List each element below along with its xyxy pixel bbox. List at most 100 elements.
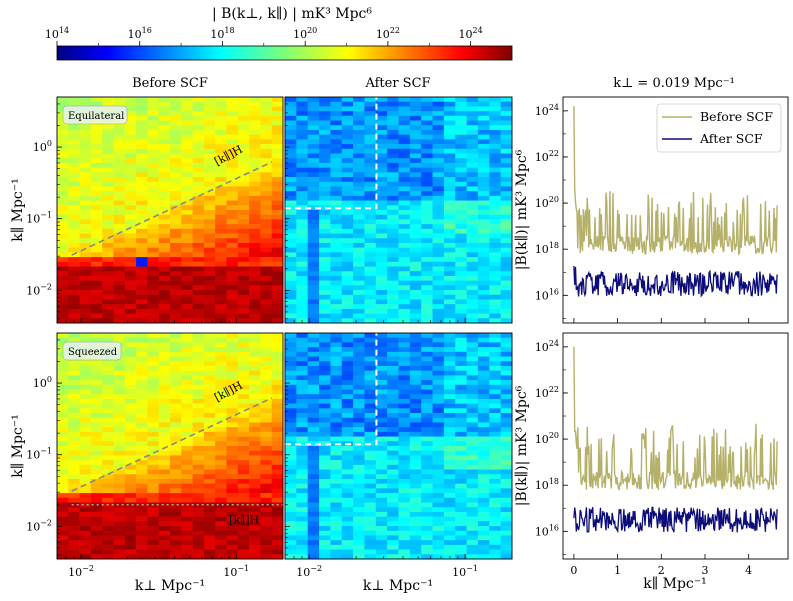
heatmap-cell <box>226 280 239 286</box>
heatmap-cell <box>181 304 193 310</box>
heatmap-cell <box>226 125 239 131</box>
heatmap-cell <box>330 544 343 550</box>
heatmap-cell <box>296 337 308 343</box>
heatmap-cell <box>136 139 148 145</box>
heatmap-cell <box>226 115 239 121</box>
heatmap-cell <box>364 497 377 503</box>
heatmap-cell <box>466 380 479 386</box>
heatmap-cell <box>260 271 272 277</box>
heatmap-cell <box>477 101 490 107</box>
heatmap-cell <box>443 111 456 117</box>
heatmap-cell <box>90 125 103 131</box>
heatmap-cell <box>387 394 399 400</box>
heatmap-cell <box>215 125 227 131</box>
heatmap-cell <box>271 347 284 353</box>
heatmap-cell <box>271 446 284 452</box>
heatmap-cell <box>68 313 80 319</box>
heatmap-cell <box>387 153 399 159</box>
heatmap-cell <box>421 474 433 480</box>
heatmap-cell <box>203 285 216 291</box>
heatmap-cell <box>158 554 171 560</box>
heatmap-cell <box>285 413 297 419</box>
heatmap-cell <box>387 365 399 371</box>
heatmap-cell <box>192 148 205 154</box>
heatmap-cell <box>319 299 331 305</box>
heatmap-cell <box>249 290 261 296</box>
heatmap-cell <box>466 261 479 267</box>
heatmap-cell <box>500 148 513 154</box>
heatmap-cell <box>136 280 148 286</box>
heatmap-cell <box>500 446 513 452</box>
heatmap-cell <box>260 488 272 494</box>
heatmap-cell <box>181 134 193 140</box>
heatmap-cell <box>432 549 445 555</box>
heatmap-cell <box>102 441 114 447</box>
heatmap-cell <box>364 521 377 527</box>
heatmap-cell <box>409 351 422 357</box>
heatmap-cell <box>330 111 343 117</box>
heatmap-cell <box>353 554 365 560</box>
heatmap-cell <box>285 101 297 107</box>
heatmap-cell <box>466 238 479 244</box>
heatmap-cell <box>57 422 69 428</box>
heatmap-cell <box>443 139 456 145</box>
heatmap-cell <box>79 493 92 499</box>
heatmap-cell <box>124 535 137 541</box>
x-tick-label: 1 <box>614 564 621 577</box>
heatmap-cell <box>181 153 193 159</box>
heatmap-cell <box>57 431 69 437</box>
heatmap-cell <box>296 224 308 230</box>
heatmap-cell <box>215 280 227 286</box>
heatmap-cell <box>170 502 182 508</box>
heatmap-cell <box>387 431 399 437</box>
heatmap-cell <box>477 516 490 522</box>
heatmap-cell <box>421 403 433 409</box>
heatmap-cell <box>124 507 137 513</box>
heatmap-cell <box>455 97 467 103</box>
heatmap-cell <box>409 455 422 461</box>
heatmap-cell <box>68 242 80 248</box>
heatmap-cell <box>124 115 137 121</box>
heatmap-cell <box>79 526 92 532</box>
heatmap-cell <box>466 422 479 428</box>
heatmap-cell <box>192 304 205 310</box>
heatmap-cell <box>79 333 92 339</box>
heatmap-cell <box>455 535 467 541</box>
heatmap-cell <box>249 148 261 154</box>
heatmap-cell <box>296 342 308 348</box>
heatmap-cell <box>124 356 137 362</box>
heatmap-cell <box>285 521 297 527</box>
heatmap-cell <box>102 214 114 220</box>
heatmap-cell <box>489 347 501 353</box>
heatmap-cell <box>68 413 80 419</box>
heatmap-cell <box>341 389 354 395</box>
heatmap-cell <box>296 488 308 494</box>
heatmap-cell <box>249 271 261 277</box>
heatmap-cell <box>147 294 159 300</box>
heatmap-cell <box>192 455 205 461</box>
heatmap-cell <box>147 469 159 475</box>
heatmap-cell <box>57 228 69 234</box>
heatmap-cell <box>375 308 388 314</box>
heatmap-cell <box>90 257 103 263</box>
heatmap-cell <box>271 493 284 499</box>
heatmap-cell <box>375 294 388 300</box>
heatmap-cell <box>307 134 320 140</box>
heatmap-cell <box>136 205 148 211</box>
heatmap-cell <box>147 228 159 234</box>
heatmap-cell <box>443 521 456 527</box>
heatmap-cell <box>296 436 308 442</box>
heatmap-cell <box>421 431 433 437</box>
heatmap-cell <box>341 436 354 442</box>
y-tick-label: 10−1 <box>26 211 52 226</box>
heatmap-cell <box>285 493 297 499</box>
heatmap-cell <box>296 308 308 314</box>
heatmap-cell <box>68 474 80 480</box>
heatmap-cell <box>330 261 343 267</box>
heatmap-cell <box>113 214 126 220</box>
heatmap-cell <box>409 280 422 286</box>
heatmap-cell <box>68 129 80 135</box>
heatmap-cell <box>102 167 114 173</box>
heatmap-cell <box>170 191 182 197</box>
